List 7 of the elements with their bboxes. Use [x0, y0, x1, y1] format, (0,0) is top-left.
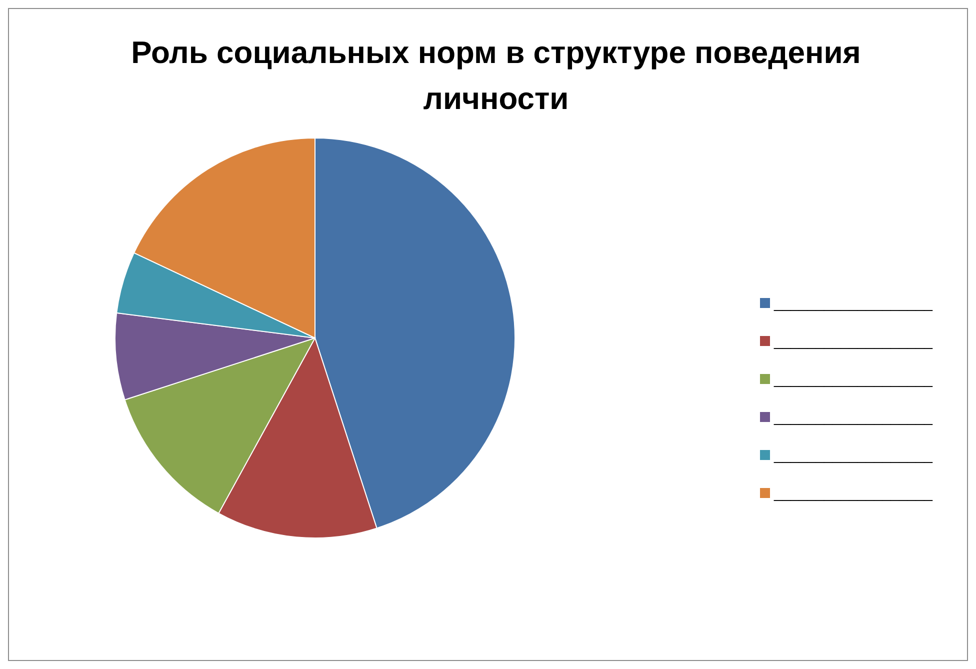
legend-label: ___________________ — [773, 295, 934, 312]
legend-label: ___________________ — [773, 485, 934, 502]
chart-title: Роль социальных норм в структуре поведения личности — [131, 35, 861, 116]
legend-label: ___________________ — [773, 333, 934, 350]
legend-label: ___________________ — [773, 409, 934, 426]
legend-label: ___________________ — [773, 447, 934, 464]
legend-label: ___________________ — [773, 371, 934, 388]
